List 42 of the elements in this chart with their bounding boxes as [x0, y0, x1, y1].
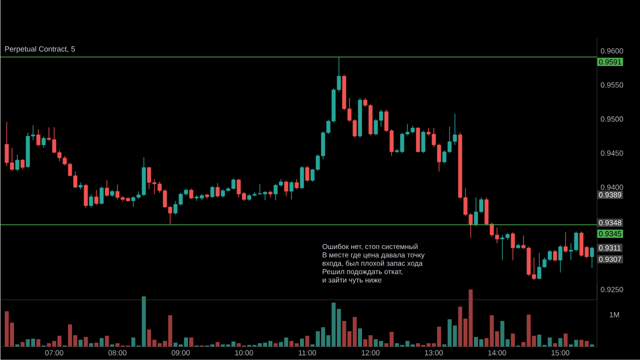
- bar: [216, 342, 220, 347]
- bar: [564, 334, 568, 347]
- candlestick: [416, 127, 420, 153]
- candlestick: [564, 232, 568, 254]
- bar: [78, 340, 83, 347]
- candlestick: [15, 154, 20, 172]
- candlestick: [216, 182, 220, 198]
- candlestick: [100, 186, 104, 205]
- bar: [100, 338, 104, 347]
- candlestick: [294, 178, 299, 190]
- candlestick: [36, 129, 40, 147]
- candlestick: [210, 186, 214, 199]
- bar: [20, 342, 25, 347]
- candlestick: [42, 136, 46, 148]
- bar: [305, 336, 310, 347]
- bar: [89, 343, 94, 347]
- bar: [36, 339, 40, 347]
- bar: [300, 338, 304, 347]
- bar: [510, 334, 515, 347]
- bar: [558, 338, 562, 347]
- candlestick: [300, 166, 304, 190]
- candlestick: [89, 194, 94, 208]
- candlestick: [553, 250, 558, 262]
- candlestick: [84, 184, 88, 208]
- candlestick: [289, 180, 294, 200]
- candlestick: [94, 190, 98, 206]
- candlestick: [590, 246, 594, 268]
- bar: [358, 328, 362, 347]
- bar: [553, 343, 558, 347]
- candlestick: [189, 188, 194, 200]
- candlestick: [284, 180, 288, 197]
- bar: [274, 343, 278, 347]
- candlestick: [558, 244, 562, 273]
- bar: [84, 337, 88, 347]
- candlestick: [78, 182, 83, 190]
- candlestick: [305, 166, 310, 182]
- candlestick: [104, 180, 109, 198]
- bar: [104, 336, 109, 347]
- bar: [94, 342, 98, 347]
- bar: [189, 338, 194, 347]
- candlestick: [421, 130, 426, 154]
- candlestick: [510, 232, 515, 261]
